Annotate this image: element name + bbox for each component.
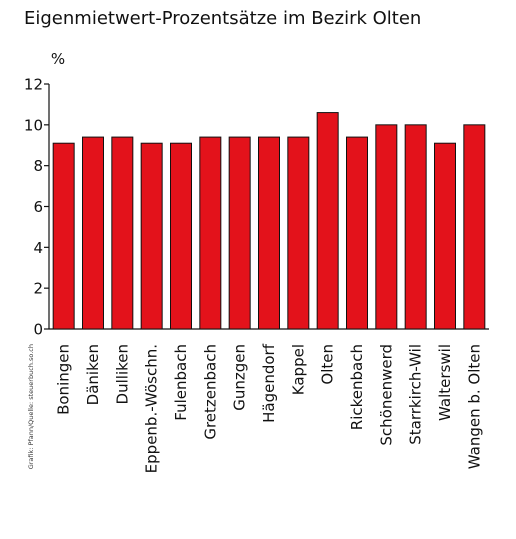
y-tick-label: 10 (24, 116, 43, 134)
bar (434, 142, 456, 330)
bar (404, 124, 427, 330)
y-axis-unit-label: % (51, 50, 65, 68)
bar (111, 136, 134, 330)
bar (287, 136, 310, 330)
bar (140, 142, 163, 330)
bar (52, 142, 75, 330)
x-tick-label: Starrkirch-Wil (407, 344, 425, 445)
x-tick-label: Gunzgen (231, 344, 249, 411)
y-tick-label: 4 (33, 239, 43, 257)
bar (375, 124, 398, 330)
y-tick-label: 8 (33, 157, 43, 175)
bar (228, 136, 251, 330)
x-tick-label: Olten (319, 344, 337, 385)
x-tick-label: Fulenbach (172, 344, 190, 421)
chart-title: Eigenmietwert-Prozentsätze im Bezirk Olt… (24, 8, 422, 29)
x-tick-label: Kappel (289, 344, 307, 395)
x-tick-label: Boningen (55, 344, 73, 415)
x-tick-label: Däniken (84, 344, 102, 405)
x-tick-label: Hägendorf (260, 343, 278, 423)
y-tick-label: 0 (33, 321, 43, 339)
bar (82, 136, 104, 330)
source-credit: Grafik: Pfann/Quelle: steuerbuch.so.ch (27, 344, 35, 469)
x-tick-label: Schönenwerd (377, 344, 395, 446)
x-tick-label: Gretzenbach (201, 344, 219, 440)
bar (199, 136, 222, 330)
bar (258, 136, 280, 330)
y-tick-label: 2 (33, 280, 43, 298)
x-tick-label: Dulliken (113, 344, 131, 404)
bar (170, 142, 192, 330)
x-tick-label: Eppenb.-Wöschn. (143, 344, 161, 473)
y-tick-label: 6 (33, 198, 43, 216)
x-tick-label: Walterswil (436, 344, 454, 421)
y-tick-label: 12 (24, 76, 43, 94)
x-tick-label: Wangen b. Olten (465, 344, 483, 469)
bar (463, 124, 486, 330)
bar (346, 136, 368, 330)
bar (316, 112, 339, 330)
x-tick-label: Rickenbach (348, 344, 366, 430)
